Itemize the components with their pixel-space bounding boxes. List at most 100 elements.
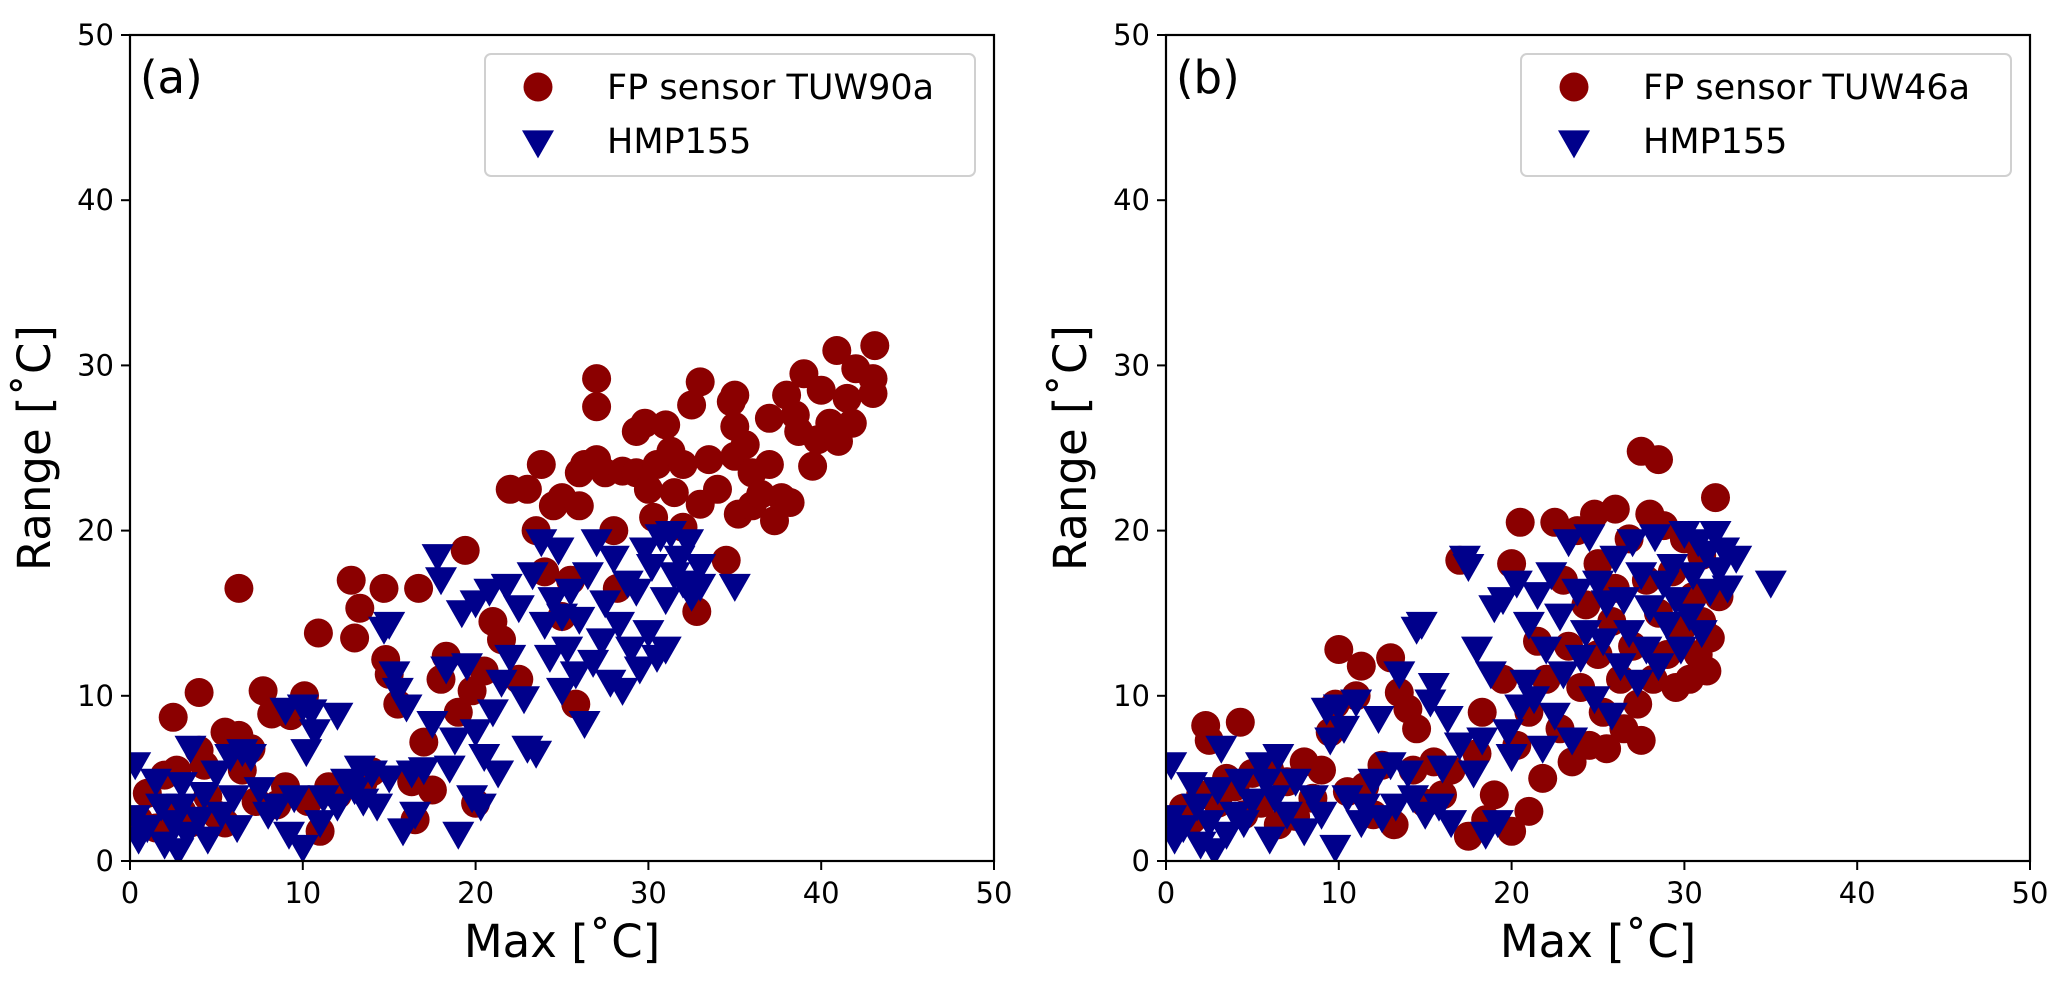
data-point-triangle	[1711, 575, 1744, 604]
data-point-triangle	[1521, 582, 1554, 611]
data-point-triangle	[1664, 636, 1697, 665]
data-point-triangle	[1452, 554, 1485, 582]
data-point-triangle	[1236, 788, 1269, 817]
data-point-triangle	[1685, 620, 1718, 649]
data-point-triangle	[1279, 768, 1312, 797]
data-point-triangle	[1391, 760, 1424, 789]
data-point-triangle	[1431, 706, 1464, 734]
data-point-triangle	[1227, 810, 1260, 839]
data-point-triangle	[1271, 801, 1303, 830]
data-point-triangle	[551, 636, 584, 665]
data-point-triangle	[1535, 562, 1568, 591]
y-tick-label: 20	[77, 514, 114, 548]
data-point-triangle	[1423, 793, 1455, 822]
data-point-triangle	[1366, 805, 1398, 834]
data-point-triangle	[585, 628, 618, 657]
data-point-triangle	[200, 760, 233, 789]
data-point-triangle	[1348, 793, 1381, 822]
legend-box-a	[484, 53, 976, 177]
data-point-triangle	[620, 578, 653, 607]
data-point-triangle	[1556, 727, 1589, 756]
data-point-triangle	[145, 793, 178, 822]
data-point-triangle	[260, 793, 293, 822]
legend-label-fp-sensor-b: FP sensor TUW46a	[1643, 68, 1970, 108]
data-point-triangle	[1587, 628, 1620, 657]
data-point-circle	[303, 618, 333, 648]
data-point-triangle	[1457, 760, 1490, 789]
data-point-circle	[1692, 656, 1722, 686]
data-point-circle	[1324, 635, 1354, 664]
data-point-circle	[1467, 697, 1497, 727]
data-point-circle	[858, 379, 888, 408]
data-point-triangle	[1621, 669, 1654, 698]
data-point-circle	[1528, 763, 1558, 793]
data-point-triangle	[459, 719, 492, 748]
legend-label-hmp155-a: HMP155	[607, 122, 751, 162]
data-point-circle	[224, 573, 254, 603]
data-point-triangle	[139, 768, 172, 797]
data-point-triangle	[381, 677, 414, 706]
data-point-triangle	[1426, 755, 1459, 784]
data-point-triangle	[568, 711, 601, 739]
data-point-circle	[582, 364, 612, 394]
data-point-circle	[1479, 780, 1509, 810]
data-point-triangle	[278, 785, 311, 814]
data-point-triangle	[304, 810, 337, 839]
x-tick-label: 20	[457, 876, 494, 910]
data-point-triangle	[1224, 768, 1257, 797]
data-point-triangle	[1167, 815, 1200, 844]
data-point-triangle	[1630, 636, 1663, 665]
data-point-triangle	[1526, 735, 1559, 764]
data-point-triangle	[1582, 570, 1614, 599]
data-point-triangle	[1205, 735, 1238, 764]
data-point-triangle	[473, 578, 506, 607]
data-point-circle	[798, 451, 828, 481]
data-point-circle	[837, 408, 867, 438]
data-point-triangle	[1250, 768, 1283, 797]
data-point-circle	[1514, 796, 1544, 826]
data-point-triangle	[1198, 838, 1231, 861]
legend-label-hmp155-b: HMP155	[1643, 122, 1787, 162]
axes-frame-a	[128, 33, 996, 863]
data-point-triangle	[1518, 686, 1551, 715]
data-point-circle	[526, 450, 556, 479]
data-point-triangle	[468, 744, 501, 772]
data-point-triangle	[589, 590, 622, 619]
data-point-circle	[1623, 689, 1653, 719]
data-point-triangle	[131, 815, 164, 844]
y-tick-label: 40	[77, 183, 114, 217]
data-point-triangle	[1699, 521, 1732, 549]
x-tick-label: 40	[803, 876, 840, 910]
data-point-triangle	[1561, 578, 1594, 607]
data-point-triangle	[165, 772, 198, 801]
data-point-triangle	[603, 611, 635, 640]
data-point-triangle	[221, 815, 254, 844]
data-point-triangle	[433, 755, 466, 784]
data-point-triangle	[494, 644, 527, 673]
data-point-triangle	[1362, 706, 1395, 734]
data-point-triangle	[1569, 620, 1602, 649]
y-tick-label: 50	[77, 18, 114, 52]
data-point-triangle	[1547, 661, 1580, 690]
data-point-triangle	[425, 567, 457, 596]
data-point-circle	[158, 702, 188, 732]
data-point-triangle	[1509, 669, 1542, 698]
x-tick-label: 30	[630, 876, 667, 910]
data-point-triangle	[1720, 545, 1753, 574]
data-point-triangle	[188, 782, 221, 810]
data-point-circle	[775, 488, 805, 517]
data-point-triangle	[1383, 661, 1416, 690]
data-point-triangle	[684, 554, 717, 582]
y-tick-label: 30	[1113, 348, 1150, 382]
data-point-triangle	[290, 739, 323, 768]
data-point-triangle	[1474, 661, 1507, 690]
data-point-triangle	[577, 649, 610, 678]
data-point-triangle	[165, 793, 198, 822]
data-point-triangle	[623, 656, 656, 685]
data-point-triangle	[1417, 673, 1450, 701]
data-point-circle	[630, 408, 660, 438]
data-point-triangle	[546, 677, 578, 706]
data-point-triangle	[476, 699, 509, 728]
data-point-triangle	[1319, 834, 1352, 861]
data-point-triangle	[1544, 603, 1576, 632]
